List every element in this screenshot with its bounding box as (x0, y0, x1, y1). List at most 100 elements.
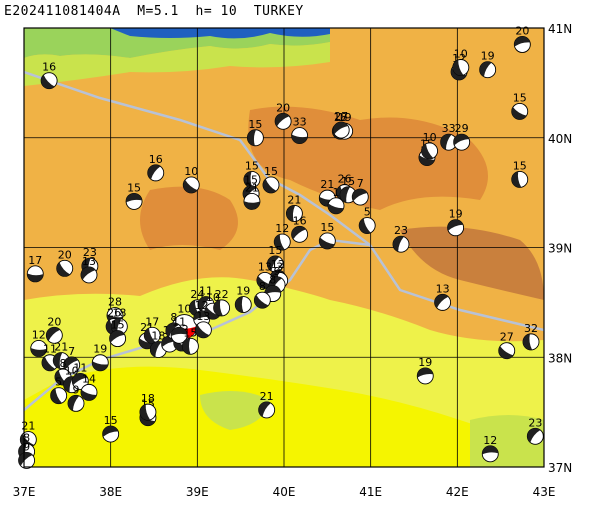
event-beachball[interactable]: 1 (327, 186, 345, 215)
event-depth-label: 10 (454, 48, 468, 61)
event-depth-label: 19 (93, 343, 107, 356)
event-beachball[interactable]: 10 (421, 131, 439, 160)
event-depth-label: 12 (32, 328, 46, 341)
event-beachball[interactable]: 15 (181, 326, 199, 355)
event-depth-label: 11 (199, 285, 213, 298)
event-beachball[interactable]: 17 (26, 254, 44, 283)
event-depth-label: 3 (276, 260, 283, 273)
map-title: E202411081404A M=5.1 h= 10 TURKEY (4, 4, 304, 19)
event-beachball[interactable]: 16 (291, 214, 309, 243)
event-beachball[interactable]: 15 (266, 244, 284, 273)
event-beachball[interactable]: 11 (170, 315, 188, 344)
event-beachball[interactable]: 19 (234, 285, 252, 314)
axis-labels: 37E 38E 39E 40E 41E 42E 43E 41N 40N 39N 38N 37N (13, 22, 573, 499)
event-depth-label: 1 (333, 186, 340, 199)
event-depth-label: 17 (145, 315, 159, 328)
event-beachball[interactable]: 9 (18, 440, 36, 469)
event-beachball[interactable]: 9 (67, 383, 85, 412)
event-beachball[interactable]: 13 (80, 255, 98, 284)
lon-tick-label: 38E (99, 485, 122, 499)
event-depth-label: 18 (151, 330, 165, 343)
event-beachball[interactable]: 12 (30, 328, 48, 357)
event-beachball[interactable]: 15 (125, 181, 143, 210)
lon-tick-label: 39E (186, 485, 209, 499)
event-depth-label: 21 (21, 420, 35, 433)
event-depth-label: 20 (47, 315, 61, 328)
event-depth-label: 19 (338, 111, 352, 124)
event-beachball[interactable]: 18 (149, 330, 167, 359)
event-beachball[interactable]: 15 (102, 414, 120, 443)
event-beachball[interactable]: 12 (273, 222, 291, 251)
event-beachball[interactable]: 20 (45, 315, 63, 344)
event-depth-label: 11 (172, 315, 186, 328)
event-depth-label: 20 (276, 101, 290, 114)
event-depth-label: 16 (42, 61, 56, 74)
event-beachball[interactable]: 33 (440, 122, 458, 151)
event-beachball[interactable]: 20 (56, 248, 74, 277)
event-beachball[interactable]: 18 (139, 392, 157, 421)
event-beachball[interactable]: 10 (204, 291, 222, 320)
event-beachball[interactable]: 15 (109, 319, 127, 348)
event-beachball[interactable]: 27 (498, 331, 516, 360)
event-beachball[interactable]: 16 (40, 61, 58, 90)
event-beachball[interactable]: 15 (318, 221, 336, 250)
event-beachball[interactable]: 12 (481, 434, 499, 463)
event-depth-label: 29 (455, 122, 469, 135)
event-beachball[interactable]: 29 (453, 122, 471, 151)
event-depth-label: 15 (127, 181, 141, 194)
event-depth-label: 32 (524, 322, 538, 335)
event-depth-label: 13 (196, 310, 210, 323)
lon-tick-label: 40E (273, 485, 296, 499)
event-depth-label: 15 (268, 244, 282, 257)
event-beachball[interactable]: 15 (511, 159, 529, 188)
event-beachball[interactable]: 19 (416, 356, 434, 385)
event-beachball[interactable]: 27 (332, 110, 350, 139)
event-depth-label: 21 (245, 181, 259, 194)
event-depth-label: 8 (269, 274, 276, 287)
mountain-area (248, 106, 488, 210)
event-beachball[interactable]: 8 (253, 280, 271, 309)
event-beachball[interactable]: 10 (452, 48, 470, 76)
event-beachball[interactable]: 19 (479, 50, 497, 79)
event-beachball[interactable]: 23 (526, 416, 544, 445)
event-beachball[interactable]: 15 (243, 159, 261, 188)
event-beachball[interactable]: 7 (351, 177, 369, 206)
event-beachball[interactable]: 17 (143, 315, 161, 344)
event-depth-label: 21 (54, 341, 68, 354)
event-beachball[interactable]: 5 (50, 376, 68, 405)
event-beachball[interactable]: 15 (246, 118, 264, 147)
lat-tick-label: 40N (548, 132, 572, 146)
event-beachball[interactable]: 7 (63, 345, 81, 374)
event-beachball[interactable]: 22 (213, 288, 231, 317)
event-beachball[interactable]: 21 (285, 193, 303, 222)
event-depth-label: 15 (513, 91, 527, 104)
event-depth-label: 22 (215, 288, 229, 301)
fault-line-north-anatolian (24, 70, 544, 332)
event-beachball[interactable]: 13 (434, 282, 452, 311)
event-depth-label: 7 (68, 345, 75, 358)
event-depth-label: 33 (442, 122, 456, 135)
event-beachball[interactable]: 13 (194, 310, 212, 339)
event-beachball[interactable]: 16 (147, 153, 165, 182)
event-beachball[interactable]: 23 (392, 224, 410, 253)
event-beachball[interactable]: 18 (110, 307, 128, 335)
event-beachball[interactable]: 32 (522, 322, 540, 351)
map-frame (23, 27, 545, 468)
event-depth-label: 15 (513, 159, 527, 172)
event-depth-label: 10 (177, 303, 191, 316)
event-beachball[interactable]: 19 (91, 343, 109, 372)
event-beachball[interactable]: 14 (80, 372, 98, 401)
event-beachball[interactable]: 33 (291, 116, 309, 145)
event-beachball[interactable]: 15 (511, 91, 529, 120)
event-beachball[interactable]: 21 (258, 390, 276, 419)
event-beachball[interactable]: 20 (513, 24, 531, 53)
event-beachball[interactable]: 10 (182, 165, 200, 194)
event-beachball[interactable]: 15 (262, 165, 280, 194)
event-beachball[interactable]: 5 (358, 206, 376, 235)
event-beachball[interactable]: 19 (447, 208, 465, 237)
event-beachball[interactable]: 21 (243, 181, 261, 210)
event-beachball[interactable]: 20 (274, 101, 292, 130)
event-depth-label: 8 (259, 280, 266, 293)
event-depth-label: 19 (236, 285, 250, 298)
